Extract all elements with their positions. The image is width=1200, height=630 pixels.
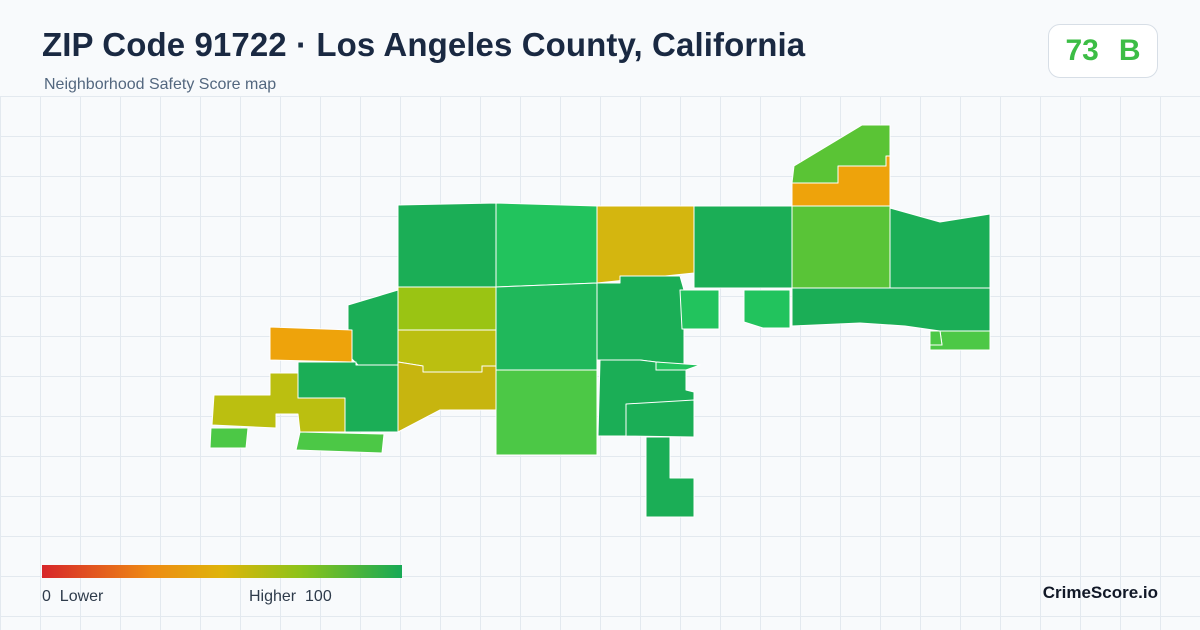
map-region[interactable] — [625, 399, 695, 438]
map-region[interactable] — [693, 205, 793, 289]
map-region[interactable] — [495, 369, 598, 456]
map-region[interactable] — [397, 361, 497, 433]
legend-min: 0 Lower — [42, 588, 103, 606]
legend-max: Higher 100 — [249, 588, 332, 606]
map-region[interactable] — [397, 286, 497, 331]
map-region[interactable] — [209, 427, 249, 449]
map-region[interactable] — [929, 330, 943, 346]
legend-color-scale — [42, 565, 402, 578]
legend-max-value: 100 — [305, 588, 332, 605]
safety-score-badge: 73 B — [1048, 24, 1158, 78]
map-region[interactable] — [743, 289, 791, 329]
map-region[interactable] — [596, 205, 695, 284]
map-region[interactable] — [791, 287, 991, 332]
map-region[interactable] — [889, 207, 991, 289]
map-region[interactable] — [596, 275, 685, 366]
map-region[interactable] — [269, 326, 353, 363]
legend-min-value: 0 — [42, 588, 51, 605]
map-region[interactable] — [297, 361, 399, 433]
brand-logo-text: CrimeScore.io — [1042, 583, 1158, 602]
map-region[interactable] — [347, 289, 399, 366]
page-subtitle: Neighborhood Safety Score map — [44, 76, 277, 93]
legend-min-text: Lower — [59, 588, 104, 605]
safety-score-value: 73 — [1065, 34, 1099, 67]
map-region[interactable] — [679, 289, 720, 330]
map-region[interactable] — [791, 124, 891, 184]
map-region[interactable] — [645, 436, 695, 518]
map-region[interactable] — [397, 202, 497, 288]
map-region[interactable] — [495, 282, 598, 371]
map-region[interactable] — [791, 205, 891, 289]
map-region[interactable] — [495, 202, 598, 288]
legend-max-text: Higher — [249, 588, 297, 605]
page-title: ZIP Code 91722 · Los Angeles County, Cal… — [42, 26, 806, 63]
map-region[interactable] — [295, 431, 385, 454]
map-region[interactable] — [655, 361, 701, 371]
safety-grade: B — [1118, 34, 1141, 67]
